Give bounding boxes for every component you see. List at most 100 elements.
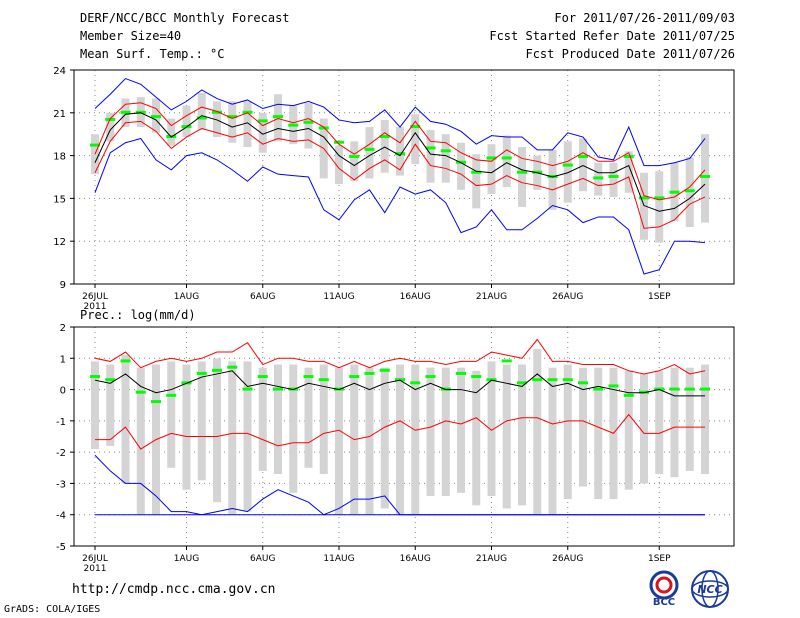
median-mark	[166, 393, 177, 397]
ncc-logo-icon: NCC	[691, 570, 729, 608]
box-bar	[624, 370, 633, 490]
box-bar	[518, 147, 526, 207]
y-tick-label: 2	[60, 323, 66, 334]
box-bar	[548, 149, 557, 210]
box-bar	[396, 364, 404, 515]
median-mark	[517, 170, 527, 174]
x-tick-label: 6AUG	[250, 554, 275, 564]
box-bar	[563, 364, 572, 500]
median-mark	[318, 378, 329, 382]
box-bar	[335, 367, 343, 515]
variable-label: Mean Surf. Temp.: °C	[80, 47, 225, 61]
box-bar	[518, 364, 526, 506]
spread-lower-line	[94, 120, 706, 229]
box-bar	[457, 367, 465, 493]
box-bar	[167, 361, 176, 468]
box-bar	[182, 105, 191, 138]
y-tick-label: -4	[56, 511, 66, 522]
box-bar	[472, 370, 481, 506]
y-tick-label: -5	[56, 542, 66, 553]
precipitation-panel: -5 -4 -3 -2 -1 0 1 2 26JUL 1AUG 6AUG 11AUG 16AUG 21AU…	[56, 323, 735, 574]
box-bar	[274, 364, 282, 475]
median-mark	[425, 146, 436, 150]
y-tick-label: 0	[60, 386, 66, 397]
median-mark	[105, 378, 116, 382]
box-bar	[380, 119, 389, 173]
median-mark	[608, 384, 619, 388]
median-mark	[349, 155, 360, 159]
median-mark	[90, 375, 100, 379]
box-bar	[365, 367, 374, 515]
median-mark	[501, 156, 512, 160]
box-bar	[411, 364, 420, 515]
y-tick-label: 18	[53, 152, 66, 163]
box-bar	[258, 367, 267, 471]
x-tick-label: 11AUG	[323, 292, 354, 302]
median-mark	[303, 120, 314, 124]
x-tick-label: 1SEP	[648, 554, 671, 564]
ensemble-mean-line	[94, 112, 706, 212]
source-url[interactable]: http://cmdp.ncc.cma.gov.cn	[72, 582, 276, 597]
x-tick-label: 26AUG	[552, 292, 583, 302]
box-bar	[121, 355, 130, 484]
max-line	[94, 77, 706, 167]
median-mark	[212, 110, 222, 114]
box-bar	[106, 364, 115, 446]
median-mark	[654, 196, 665, 200]
median-mark	[623, 155, 634, 159]
box-bar	[655, 370, 664, 475]
median-mark	[471, 170, 482, 174]
temperature-panel: 9 12 15 18 21 24 26JUL 1AUG 6AUG 11AUG 16AUG 21AUG 2…	[53, 66, 735, 312]
precip-label: Prec.: log(mm/d)	[80, 308, 196, 322]
box-bar	[411, 114, 420, 165]
box-bar	[228, 361, 237, 515]
x-tick-label: 11AUG	[323, 554, 354, 564]
median-mark	[471, 375, 482, 379]
median-mark	[273, 115, 283, 119]
box-bar	[396, 127, 404, 176]
box-bar	[136, 367, 145, 515]
x-tick-label: 1SEP	[648, 292, 671, 302]
median-mark	[120, 110, 131, 114]
median-mark	[593, 176, 604, 180]
box-bar	[319, 364, 328, 475]
box-bar	[548, 367, 557, 515]
spread-upper-line	[94, 102, 706, 201]
median-mark	[151, 400, 161, 404]
median-mark	[410, 381, 421, 385]
box-bar	[228, 101, 237, 143]
median-mark	[196, 116, 207, 120]
median-mark	[578, 155, 588, 159]
box-bar	[609, 162, 618, 197]
y-tick-label: 24	[53, 66, 66, 77]
median-mark	[456, 371, 466, 375]
box-bar	[655, 171, 664, 243]
x-tick-label: 26AUG	[552, 554, 583, 564]
box-bar	[533, 348, 542, 515]
box-bar	[701, 134, 709, 223]
median-mark	[700, 175, 710, 178]
y-tick-label: -1	[56, 417, 66, 428]
x-tick-label: 1AUG	[174, 292, 199, 302]
box-bar	[670, 367, 679, 478]
fcst-produced-date: Fcst Produced Date 2011/07/26	[525, 47, 735, 61]
median-mark	[608, 175, 619, 178]
median-mark	[669, 387, 680, 391]
box-bar	[213, 101, 221, 138]
median-mark	[425, 375, 436, 379]
box-bar	[487, 361, 496, 496]
median-mark	[684, 387, 695, 391]
median-mark	[379, 135, 390, 139]
x-year-label: 2011	[84, 564, 107, 574]
median-mark	[669, 190, 680, 194]
median-mark	[486, 156, 497, 160]
spread-upper-line	[94, 338, 706, 375]
median-mark	[639, 196, 649, 200]
box-bar	[502, 135, 511, 187]
x-tick-label: 16AUG	[400, 554, 431, 564]
y-tick-label: -2	[56, 448, 66, 459]
median-mark	[593, 387, 604, 391]
box-bar	[426, 367, 435, 496]
box-bar	[243, 101, 252, 148]
min-line	[94, 137, 706, 275]
